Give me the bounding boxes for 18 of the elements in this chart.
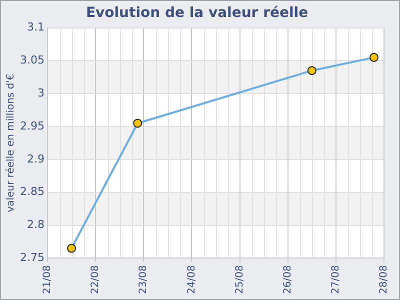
x-tick-label: 25/08: [234, 265, 246, 294]
x-tick-label: 26/08: [282, 265, 294, 294]
x-tick-label: 24/08: [186, 265, 198, 294]
y-tick-label: 3: [37, 86, 44, 100]
x-tick-label: 21/08: [42, 265, 54, 294]
y-tick-label: 2.9: [26, 152, 44, 166]
x-tick-label: 27/08: [330, 265, 342, 294]
y-tick-label: 2.85: [20, 185, 44, 198]
y-tick-label: 3.1: [26, 20, 44, 34]
y-axis-title: valeur réelle en millions d'€: [6, 74, 17, 212]
x-tick-label: 23/08: [138, 265, 150, 294]
y-tick-label: 2.75: [20, 251, 44, 264]
chart-title: Evolution de la valeur réelle: [86, 5, 308, 22]
x-tick-label: 28/08: [378, 265, 390, 294]
x-tick-label: 22/08: [90, 265, 102, 294]
y-tick-label: 2.8: [26, 218, 44, 232]
y-tick-label: 2.95: [20, 119, 44, 132]
y-tick-label: 3.05: [20, 54, 44, 67]
